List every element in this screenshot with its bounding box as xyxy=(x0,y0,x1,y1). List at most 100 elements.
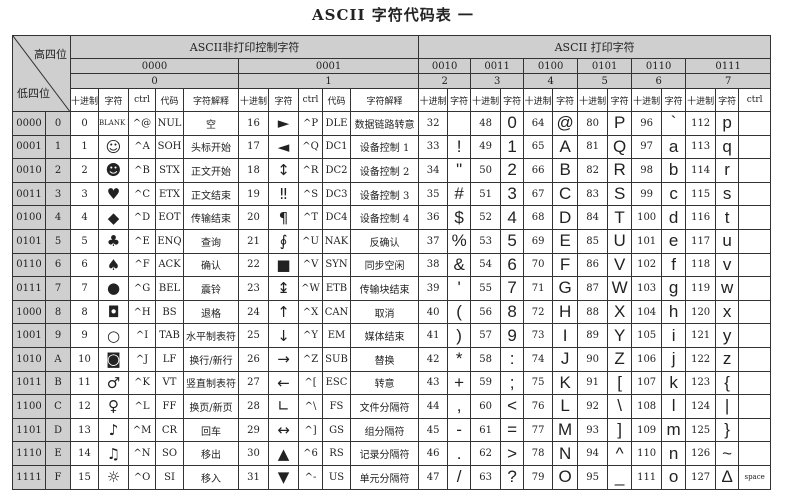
decimal-cell: 30 xyxy=(238,441,269,466)
ctrl-cell xyxy=(738,158,772,183)
decimal-cell: 81 xyxy=(577,134,609,160)
description-cell: 回车 xyxy=(183,417,239,443)
decimal-cell: 21 xyxy=(238,228,269,254)
char-cell: ◆ xyxy=(98,205,129,230)
char-cell: D xyxy=(552,205,579,230)
decimal-cell: 56 xyxy=(470,299,502,325)
char-cell: j xyxy=(661,346,687,372)
col-header-desc: 字符解释 xyxy=(349,88,420,112)
ctrl-cell xyxy=(738,228,772,254)
table-row: 0010 2 2 ☻ ^B STX 正文开始 18 ↕ ^R DC2 设备控制 2 34 " 50 2 66 B 8… xyxy=(12,158,772,183)
char-cell: c xyxy=(661,181,687,207)
char-cell: 5 xyxy=(500,228,525,254)
char-cell: U xyxy=(607,228,633,254)
decimal-cell: 74 xyxy=(523,346,554,372)
char-cell: w xyxy=(715,276,740,301)
description-cell: 单元分隔符 xyxy=(349,464,420,490)
high-bits-2: 0010 xyxy=(418,58,472,74)
ctrl-cell: ^W xyxy=(298,276,323,301)
col-header-dec: 十进制 xyxy=(418,88,449,112)
decimal-cell: 61 xyxy=(470,417,502,443)
char-cell: J xyxy=(552,346,579,372)
high-bits-1: 0001 xyxy=(237,58,420,74)
ctrl-cell xyxy=(738,276,772,301)
decimal-cell: 111 xyxy=(631,464,663,490)
char-cell: F xyxy=(552,252,579,278)
col-header-dec: 十进制 xyxy=(685,88,717,112)
decimal-cell: 67 xyxy=(523,181,554,207)
description-cell: 头标开始 xyxy=(183,134,239,160)
ctrl-cell: ^- xyxy=(298,464,323,490)
decimal-cell: 69 xyxy=(523,228,554,254)
decimal-cell: 109 xyxy=(631,417,663,443)
char-cell: k xyxy=(661,370,687,396)
decimal-cell: 103 xyxy=(631,276,663,301)
char-cell: o xyxy=(661,464,687,490)
char-cell: h xyxy=(661,299,687,325)
char-cell: Y xyxy=(607,323,633,348)
decimal-cell: 126 xyxy=(685,441,717,466)
char-cell: , xyxy=(447,394,472,419)
char-cell: " xyxy=(447,158,472,183)
char-cell: 3 xyxy=(500,181,525,207)
char-cell: ▲ xyxy=(268,441,299,466)
char-cell: ? xyxy=(500,464,525,490)
char-cell: ♂ xyxy=(98,370,129,396)
code-cell: GS xyxy=(322,417,351,443)
ctrl-cell: ^Z xyxy=(298,346,323,372)
ctrl-cell: ^J xyxy=(128,346,156,372)
code-cell: ETX xyxy=(155,181,184,207)
description-cell: 正文开始 xyxy=(183,158,239,183)
char-cell: s xyxy=(715,181,740,207)
page-title: ASCII 字符代码表 一 xyxy=(312,6,474,24)
decimal-cell: 59 xyxy=(470,370,502,396)
code-cell: DC1 xyxy=(322,134,351,160)
char-cell: p xyxy=(715,111,740,136)
char-cell: X xyxy=(607,299,633,325)
decimal-cell: 14 xyxy=(70,441,99,466)
table-row: 1100 C 12 ♀ ^L FF 换页/新页 28 ∟ ^\ FS 文件分隔符 44, 60 <76 L 92… xyxy=(12,394,772,419)
code-cell: ETB xyxy=(322,276,351,301)
char-cell: _ xyxy=(607,464,633,490)
decimal-cell: 32 xyxy=(418,111,449,136)
decimal-cell: 66 xyxy=(523,158,554,183)
diagonal-line xyxy=(13,36,70,111)
decimal-cell: 60 xyxy=(470,394,502,419)
char-cell: x xyxy=(715,299,740,325)
char-cell: ♠ xyxy=(98,252,129,278)
decimal-cell: 113 xyxy=(685,134,717,160)
col-header-desc: 字符解释 xyxy=(183,88,239,112)
decimal-cell: 1 xyxy=(70,134,99,160)
decimal-cell: 63 xyxy=(470,464,502,490)
description-cell: 文件分隔符 xyxy=(349,394,420,419)
table-row: 1110 E 14 ♫ ^N SO 移出 30 ▲ ^6 RS 记录分隔符 46. 62 >78 N 94 ^ 11… xyxy=(12,441,772,466)
char-cell: t xyxy=(715,205,740,230)
code-cell: ACK xyxy=(155,252,184,278)
char-cell: ↓ xyxy=(268,323,299,348)
low-bits-binary: 0000 xyxy=(12,111,46,136)
low-bits-hex: 7 xyxy=(45,276,71,301)
col-header-ctrl: ctrl xyxy=(298,88,323,112)
ascii-table: 高四位 低四位 ASCII非打印控制字符 ASCII 打印字符 0000 0001… xyxy=(12,35,772,490)
char-cell: ☻ xyxy=(98,158,129,183)
decimal-cell: 124 xyxy=(685,394,717,419)
low-bits-binary: 0111 xyxy=(12,276,46,301)
decimal-cell: 110 xyxy=(631,441,663,466)
char-cell: ☺ xyxy=(98,134,129,160)
ctrl-cell: ^E xyxy=(128,228,156,254)
decimal-cell: 120 xyxy=(685,299,717,325)
low-bits-hex: 2 xyxy=(45,158,71,183)
description-cell: 组分隔符 xyxy=(349,417,420,443)
low-bits-hex: 9 xyxy=(45,323,71,348)
char-cell: R xyxy=(607,158,633,183)
decimal-cell: 57 xyxy=(470,323,502,348)
decimal-cell: 34 xyxy=(418,158,449,183)
decimal-cell: 76 xyxy=(523,394,554,419)
ctrl-cell xyxy=(738,111,772,136)
char-cell: > xyxy=(500,441,525,466)
code-cell: BS xyxy=(155,299,184,325)
low-bits-binary: 1110 xyxy=(12,441,46,466)
decimal-cell: 17 xyxy=(238,134,269,160)
code-cell: DC3 xyxy=(322,181,351,207)
description-cell: 确认 xyxy=(183,252,239,278)
